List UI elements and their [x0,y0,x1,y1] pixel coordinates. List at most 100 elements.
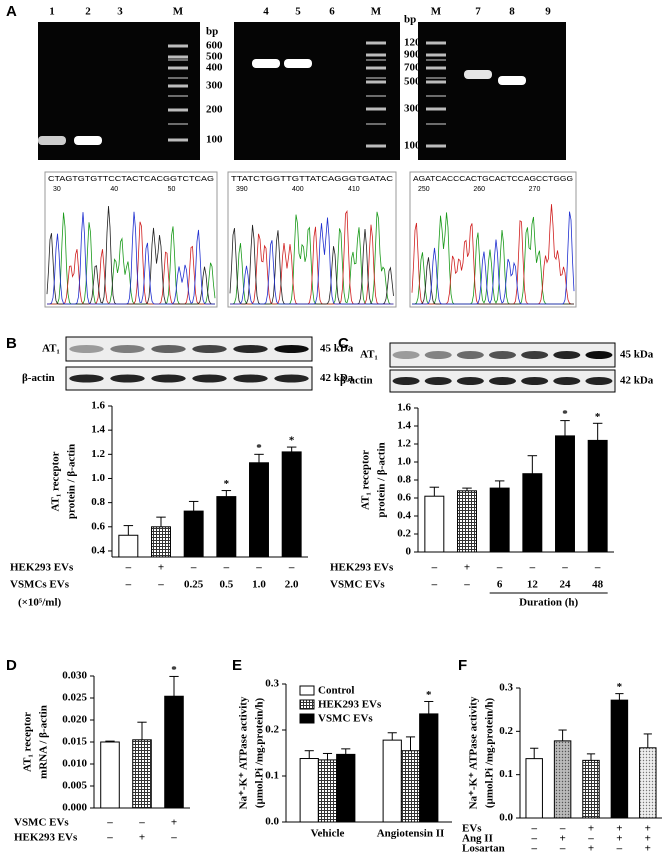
bar [419,713,439,823]
condition-value: – [106,817,113,829]
sequence-position: 390 [236,186,248,193]
significance: * [171,664,177,676]
protein-band [192,374,227,383]
ladder-band [168,84,188,88]
condition-value: 24 [560,579,572,591]
condition-value: – [223,562,230,574]
significance: * [562,408,568,420]
trace [47,211,215,305]
y-tick-label: 0.005 [62,780,87,792]
bar [424,495,445,553]
dna-band [38,136,66,145]
marker-label: 300 [404,103,421,115]
condition-value: – [431,562,438,574]
protein-band [585,351,613,359]
panel-label: A [6,3,17,20]
condition-value: + [464,562,470,574]
y-axis-label: (µmol.Pi /mg.protein/h) [254,698,266,809]
condition-name: HEK293 EVs [14,832,78,844]
bar [400,750,421,823]
protein-band [151,374,186,383]
condition-value: – [288,562,295,574]
conditions-note: Duration (h) [519,597,578,609]
lane-label: 2 [85,6,91,18]
significance: * [289,435,295,447]
protein-band [585,377,613,385]
y-tick-label: 0.8 [91,496,105,508]
y-tick-label: 0.3 [265,678,279,690]
ladder-band [426,53,446,57]
bar [216,496,237,558]
condition-value: – [529,562,536,574]
protein-band [110,345,145,353]
x-tick-label: Angiotensin II [377,828,445,840]
bar [151,526,171,558]
y-tick-label: 0.020 [62,714,87,726]
ladder-band [168,59,188,61]
condition-name: VSMC EVs [14,817,69,829]
protein-band [69,374,104,383]
sequence-position: 250 [418,186,430,193]
y-tick-label: 0.000 [62,802,87,814]
condition-value: – [594,562,601,574]
sequence-position: 30 [53,186,61,193]
dna-band [284,59,312,68]
legend-label: Control [318,685,354,697]
lane-label: 8 [509,6,515,18]
condition-value: + [645,823,651,835]
condition-value: + [559,833,565,845]
lane-label: M [173,6,184,18]
trace [412,211,575,305]
bar [336,753,356,823]
condition-value: – [587,833,594,845]
chromatogram [227,171,397,308]
blot-size: 45 kDa [320,343,354,355]
marker-label: 400 [206,62,223,74]
ladder-band [366,53,386,57]
condition-value: – [530,843,537,852]
condition-value: – [559,823,566,835]
trace [230,209,394,305]
condition-value: – [561,562,568,574]
bar [555,435,575,553]
y-tick-label: 0 [406,546,412,558]
blot-label: β-actin [340,375,373,387]
protein-band [456,377,484,385]
bar [610,699,629,819]
lane-label: 6 [329,6,335,18]
dna-band [464,70,492,79]
marker-unit: bp [206,26,218,38]
protein-band [521,351,549,359]
marker-label: 600 [206,40,223,52]
bar [299,758,319,823]
sequence-position: 270 [529,186,541,193]
protein-band [392,351,420,359]
blot-size: 42 kDa [320,372,354,384]
y-tick-label: 0.1 [265,770,279,782]
protein-band [424,351,452,359]
y-tick-label: 0.2 [265,724,279,736]
y-tick-label: 0.025 [62,692,87,704]
protein-band [489,377,516,385]
condition-name: Ang II [462,833,493,845]
condition-value: 6 [497,579,503,591]
condition-value: + [616,823,622,835]
condition-value: – [125,579,132,591]
condition-value: + [588,843,594,852]
significance: * [617,681,623,693]
sequence: CTAGTGTGTTCCTACTCACGGTCTCAG [48,176,214,183]
condition-value: + [616,833,622,845]
y-tick-label: 1.0 [91,472,105,484]
condition-value: – [559,843,566,852]
y-tick-label: 0.010 [62,758,87,770]
condition-value: – [170,832,177,844]
ladder-band [426,95,446,97]
dna-band [498,76,526,85]
condition-value: 0.25 [184,579,204,591]
y-tick-label: 0.030 [62,670,87,682]
bar [281,451,302,558]
protein-band [456,351,484,359]
ladder-band [366,123,386,125]
y-tick-label: 0.1 [499,768,513,780]
sequence-position: 260 [473,186,485,193]
